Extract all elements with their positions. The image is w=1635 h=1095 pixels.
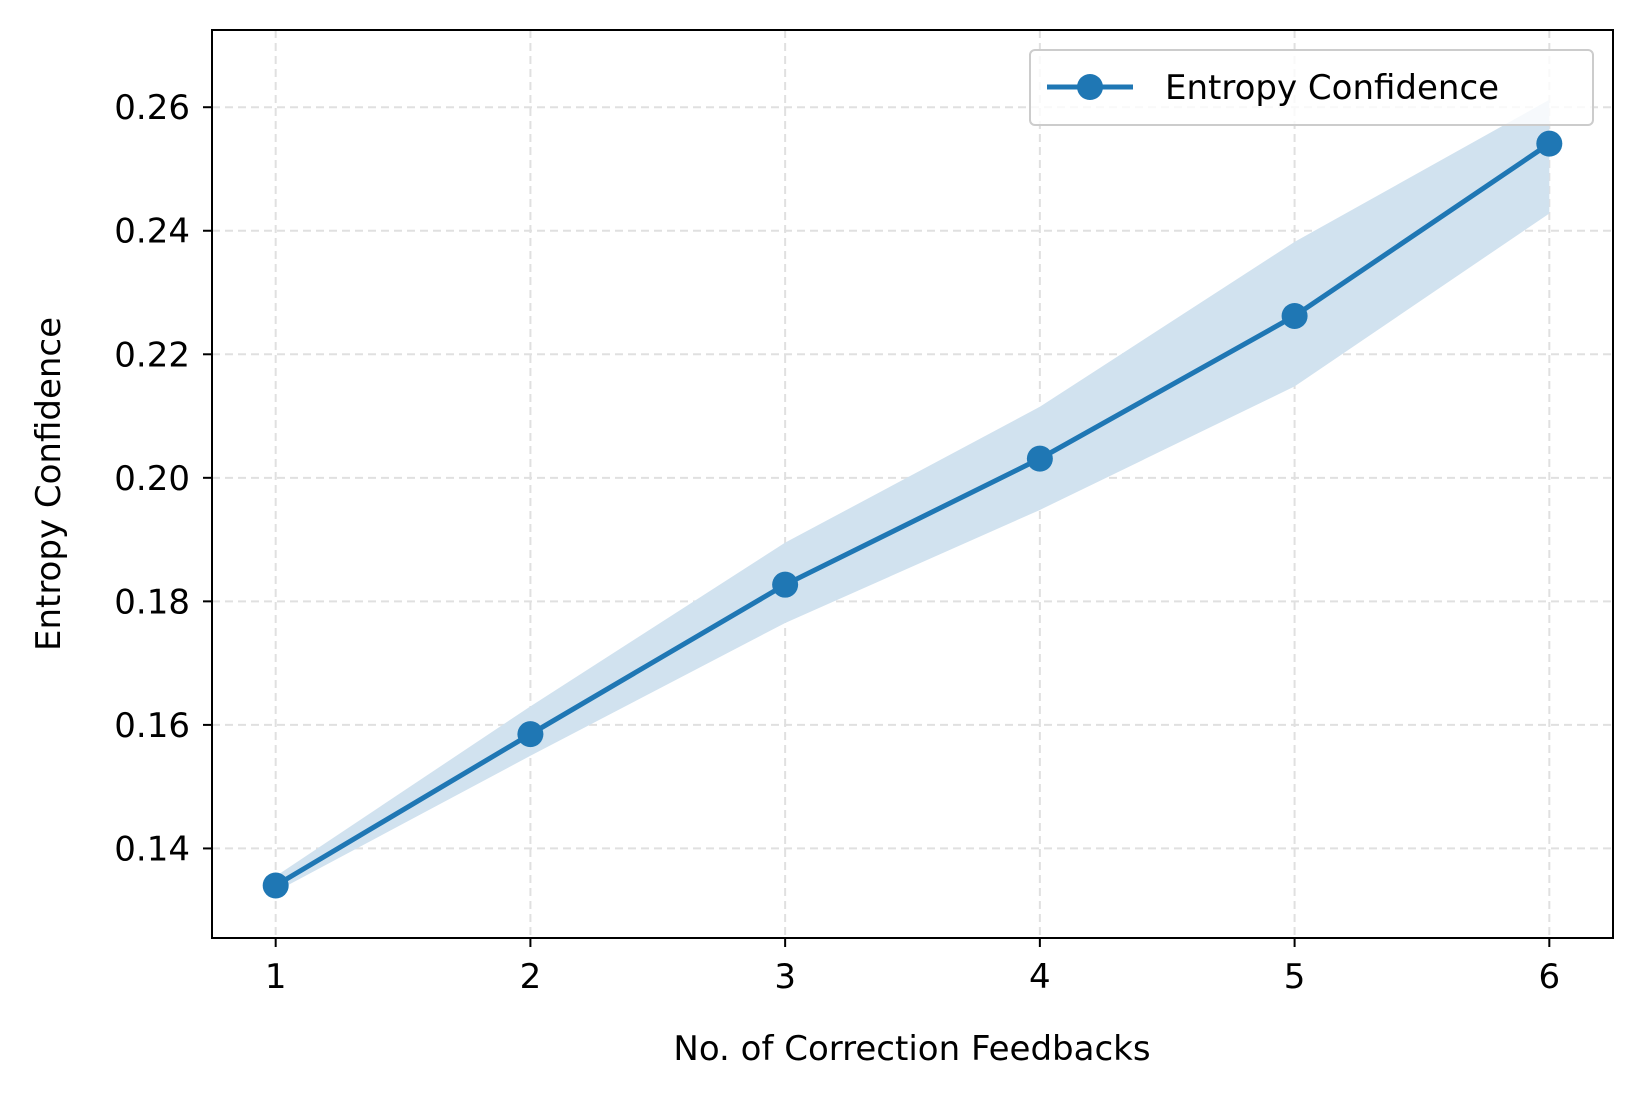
y-tick-label: 0.18 xyxy=(114,582,190,622)
y-tick-label: 0.26 xyxy=(114,88,190,128)
y-axis-label: Entropy Confidence xyxy=(29,317,69,651)
grid xyxy=(212,30,1613,938)
series-layer xyxy=(262,130,1563,899)
x-tick-label: 3 xyxy=(774,957,796,997)
x-axis-label: No. of Correction Feedbacks xyxy=(673,1029,1150,1069)
y-tick-label: 0.22 xyxy=(114,335,190,375)
plot-frame xyxy=(211,29,1614,939)
data-point xyxy=(1026,445,1053,472)
x-tick-label: 5 xyxy=(1284,957,1306,997)
y-tick-label: 0.20 xyxy=(114,459,190,499)
x-tick-label: 4 xyxy=(1029,957,1051,997)
x-axis-ticks: 1 2 3 4 5 6 xyxy=(265,938,1560,997)
data-point xyxy=(262,872,289,899)
y-tick-label: 0.16 xyxy=(114,706,190,746)
y-tick-label: 0.24 xyxy=(114,212,190,252)
x-tick-label: 1 xyxy=(265,957,287,997)
series-line xyxy=(272,140,1553,889)
data-point xyxy=(772,571,799,598)
x-tick-label: 6 xyxy=(1538,957,1560,997)
y-axis-ticks: 0.14 0.16 0.18 0.20 0.22 0.24 0.26 xyxy=(114,88,212,869)
confidence-band-layer xyxy=(275,99,1550,892)
legend-label: Entropy Confidence xyxy=(1165,68,1499,108)
legend-box xyxy=(1029,49,1594,126)
legend-marker-swatch xyxy=(1077,74,1103,100)
x-tick-label: 2 xyxy=(520,957,542,997)
legend: Entropy Confidence xyxy=(1029,49,1594,126)
data-point xyxy=(1281,302,1308,329)
confidence-band xyxy=(275,99,1550,892)
y-tick-label: 0.14 xyxy=(114,829,190,869)
data-point xyxy=(1536,130,1563,157)
data-point xyxy=(517,721,544,748)
